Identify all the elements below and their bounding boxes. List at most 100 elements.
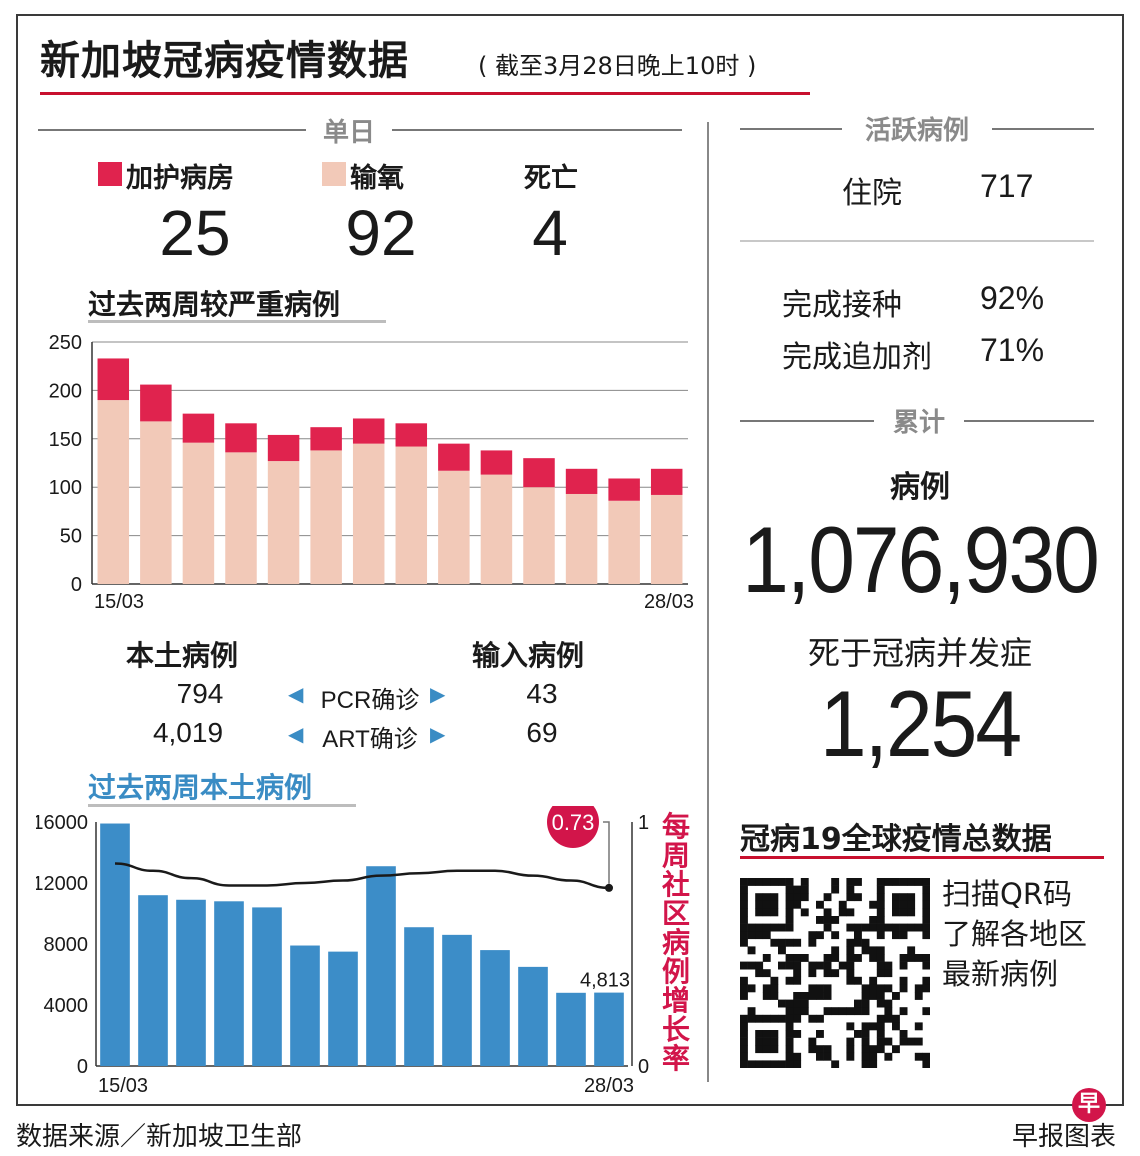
divider [740,240,1094,242]
qr-module [762,984,771,993]
qr-module [762,931,771,940]
deaths-value: 4 [532,197,568,269]
qr-module [770,923,779,932]
qr-module [755,1030,764,1038]
zaobao-logo: 早 [1072,1088,1106,1122]
qr-module [876,1022,885,1031]
qr-module [785,976,794,985]
icu-bar [97,358,130,401]
severe-chart-title-underline [88,320,386,323]
qr-module [861,999,870,1008]
qr-module [793,1007,802,1016]
oxygen-bar [608,500,640,584]
qr-module [778,961,786,970]
data-source: 数据来源／新加坡卫生部 [16,1122,303,1152]
qr-module [876,954,885,962]
qr-module [785,954,794,962]
qr-module [747,946,756,955]
qr-module [823,1007,832,1016]
qr-module [740,1022,748,1031]
qr-module [876,923,885,932]
section-rule-left [740,420,874,422]
qr-module [869,992,878,1000]
icu-label: 加护病房 [126,163,234,194]
qr-module [785,1045,794,1054]
qr-module [823,961,832,970]
qr-module [869,900,878,909]
qr-module [793,969,802,978]
qr-module [785,1060,794,1068]
growth-rate-line [114,862,610,890]
qr-module [854,976,862,985]
qr-module [892,900,900,909]
qr-module [785,961,794,970]
oxygen-bar [523,487,555,584]
x-tick-label: 28/03 [584,1075,634,1097]
qr-line: 扫描QR码 [942,877,1072,911]
y-tick-label: 200 [49,380,82,402]
qr-module [876,1030,885,1038]
qr-module [869,976,878,985]
qr-module [846,976,855,985]
qr-module [876,1014,885,1023]
qr-module [793,961,802,970]
qr-module [823,1045,832,1054]
deaths-label: 死亡 [524,163,578,194]
qr-module [884,969,893,978]
qr-module [846,1007,855,1016]
section-rule-right [392,129,682,131]
qr-module [899,976,908,985]
qr-code[interactable] [740,878,930,1068]
qr-module [778,1014,786,1023]
qr-module [838,900,847,909]
qr-module [747,961,756,970]
y-tick-label: 100 [49,477,82,499]
local-case-bar [442,934,472,1066]
qr-module [778,923,786,932]
qr-module [740,923,748,932]
qr-module [755,1037,764,1046]
qr-module [800,999,809,1008]
last-bar-value-label: 4,813 [580,970,630,992]
qr-module [838,961,847,970]
y-tick-label: 8000 [44,934,89,956]
x-tick-label: 15/03 [98,1075,148,1097]
qr-module [762,878,771,886]
local-case-bar [100,823,130,1066]
icu-bar [310,427,342,451]
growth-rate-axis-title: 每周社区病例增长率 [661,810,690,1075]
qr-module [831,946,840,955]
qr-module [823,992,832,1000]
qr-module [899,908,908,917]
local-pcr-value: 794 [176,678,224,709]
local-cases-label: 本土病例 [126,639,239,672]
qr-module [854,931,862,940]
qr-module [846,1037,855,1046]
arrow-right-icon: ▶ [430,722,446,746]
qr-module [861,1060,870,1068]
qr-instructions: 扫描QR码 了解各地区 最新病例 [942,874,1087,994]
x-tick-label: 15/03 [94,591,144,613]
booster-value: 71% [980,332,1045,368]
qr-module [823,984,832,993]
local-case-bar [138,895,168,1066]
qr-module [808,969,817,978]
qr-module [762,1060,771,1068]
qr-module [793,1052,802,1061]
qr-module [747,931,756,940]
qr-module [785,885,794,894]
qr-module [892,931,900,940]
arrow-left-icon: ◀ [288,682,304,706]
page-title: 新加坡冠病疫情数据 [40,38,409,84]
oxygen-bar [438,470,470,584]
qr-module [922,1052,930,1061]
qr-module [884,961,893,970]
qr-module [755,878,764,886]
qr-module [869,1060,878,1068]
qr-module [785,893,794,902]
qr-module [755,969,764,978]
qr-module [861,1045,870,1054]
oxygen-value: 92 [345,197,417,269]
qr-module [785,916,794,924]
qr-module [922,923,930,932]
